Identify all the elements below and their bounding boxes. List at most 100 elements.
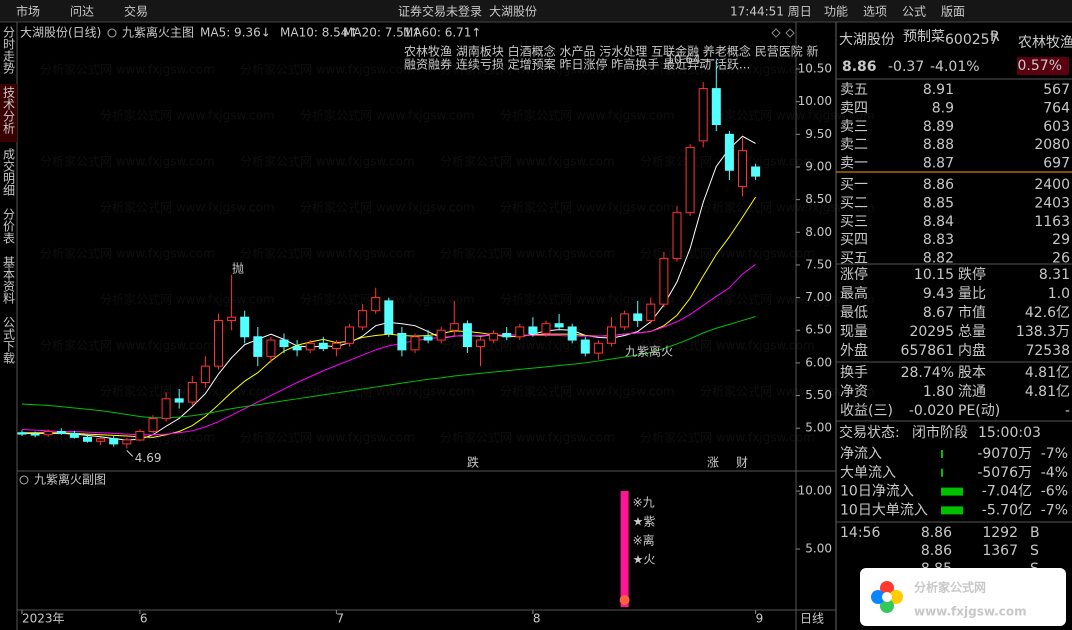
watermark: 分析家公式网 www.fxjgsw.com — [440, 246, 615, 261]
candle-body — [449, 323, 459, 331]
book-price: 8.88 — [923, 137, 954, 153]
watermark: 分析家公式网 www.fxjgsw.com — [440, 62, 615, 77]
annotation: 九紫离火 — [625, 344, 673, 359]
candle-body — [672, 212, 682, 259]
period[interactable]: 日线 — [800, 612, 824, 626]
ma-legend: MA5: 9.36↓ — [200, 26, 271, 40]
logo-name: 分析家公式网 — [914, 580, 986, 595]
candle-body — [489, 333, 499, 341]
candle-body — [161, 398, 171, 419]
indicator-name[interactable]: 九紫离火主图 — [122, 25, 194, 40]
book-volume: 26 — [1052, 251, 1070, 267]
candle-body — [253, 336, 263, 357]
watermark: 分析家公式网 www.fxjgsw.com — [500, 108, 675, 123]
logo-petal — [880, 599, 894, 613]
menu-item[interactable]: 版面 — [941, 5, 965, 19]
active-tab-bg — [0, 84, 17, 142]
candle-body — [305, 342, 315, 351]
tick-side: S — [1030, 543, 1039, 559]
candle-body — [227, 316, 237, 321]
candle-body — [345, 326, 354, 344]
watermark: 分析家公式网 www.fxjgsw.com — [100, 292, 275, 307]
watermark: 分析家公式网 www.fxjgsw.com — [240, 430, 415, 445]
quote-text: 15:00:03 — [978, 425, 1041, 441]
candle-body — [646, 303, 656, 321]
stat-label: 净资 — [840, 384, 868, 400]
bar — [620, 491, 629, 607]
book-label: 买四 — [840, 232, 868, 248]
side-tab[interactable]: 基本资料 — [2, 256, 16, 304]
stat-value: - — [1065, 403, 1070, 419]
quote-text: 600257 — [945, 32, 998, 48]
book-volume: 29 — [1052, 232, 1070, 248]
candle-body — [292, 346, 302, 351]
candle-body — [96, 438, 106, 442]
book-price: 8.83 — [923, 232, 954, 248]
signal-label: ※九 — [633, 496, 655, 510]
watermark: 分析家公式网 www.fxjgsw.com — [700, 200, 875, 215]
candle-body — [738, 150, 747, 188]
flow-pct: -7% — [1041, 446, 1068, 462]
stat-value: 28.74% — [901, 365, 954, 381]
flow-bar — [941, 487, 963, 496]
watermark: 分析家公式网 www.fxjgsw.com — [100, 200, 275, 215]
tags-line-2: 融资融券 连续亏损 定增预案 昨日涨停 昨高换手 最近异动 活跃... — [404, 57, 750, 72]
window-icons[interactable] — [771, 28, 795, 38]
book-price: 8.91 — [923, 82, 954, 98]
side-tab[interactable]: 技术分析 — [2, 86, 16, 135]
watermark: 分析家公式网 www.fxjgsw.com — [440, 154, 615, 169]
candle-body — [554, 323, 564, 328]
book-price: 8.9 — [932, 100, 954, 116]
logo-petal — [880, 581, 894, 595]
book-volume: 2403 — [1034, 195, 1070, 211]
stat-value: 9.43 — [923, 286, 954, 302]
watermark: 分析家公式网 www.fxjgsw.com — [440, 430, 615, 445]
side-tab[interactable]: 分时走势 — [2, 26, 16, 74]
watermark: 分析家公式网 www.fxjgsw.com — [300, 384, 475, 399]
annotation: 跌 — [467, 455, 479, 470]
annotation: 财 — [736, 456, 748, 470]
indicator-icon[interactable] — [107, 28, 117, 38]
watermark: 分析家公式网 www.fxjgsw.com — [40, 338, 215, 353]
high-label: 10.64 — [666, 52, 700, 66]
stat-value: 138.3万 — [1016, 324, 1070, 340]
y-tick-label: 7.50 — [805, 257, 832, 271]
chart-title: 大湖股份(日线) — [20, 25, 101, 40]
watermark: 分析家公式网 www.fxjgsw.com — [40, 246, 215, 261]
candle-body — [266, 339, 276, 357]
book-volume: 1163 — [1034, 214, 1070, 230]
stat-label: 总量 — [958, 324, 986, 340]
menu-item[interactable]: 公式 — [902, 5, 926, 19]
candle-body — [174, 398, 184, 403]
tags-line-1: 农林牧渔 湖南板块 白酒概念 水产品 污水处理 互联金融 养老概念 民营医院 新 — [404, 44, 819, 59]
side-tab[interactable]: 分价表 — [2, 208, 16, 244]
menu-item[interactable]: 市场 — [16, 4, 40, 19]
menu-item[interactable]: 选项 — [863, 5, 887, 19]
book-label: 卖五 — [840, 82, 868, 98]
flow-bar — [941, 468, 943, 477]
y-tick-label: 5.50 — [805, 388, 832, 402]
book-label: 卖一 — [840, 156, 868, 172]
stat-label: 最高 — [840, 285, 868, 302]
flow-pct: -7% — [1041, 502, 1068, 518]
menu-item[interactable]: 交易 — [124, 4, 148, 19]
menu-item[interactable]: 功能 — [824, 5, 848, 19]
candle-body — [502, 333, 512, 338]
tick-price: 8.86 — [921, 543, 952, 559]
book-label: 卖四 — [840, 100, 868, 116]
side-tab[interactable]: 公式下载 — [2, 316, 16, 365]
candle-body — [279, 339, 289, 348]
low-label: 4.69 — [135, 451, 162, 465]
watermark: 分析家公式网 www.fxjgsw.com — [500, 384, 675, 399]
sub-icon[interactable] — [19, 475, 29, 485]
candle-body — [476, 339, 485, 348]
side-tab[interactable]: 成交明细 — [2, 148, 16, 196]
quote-text: 闭市阶段 — [912, 424, 968, 441]
stat-label: 最低 — [840, 305, 868, 321]
book-volume: 603 — [1043, 119, 1070, 135]
low-pointer — [126, 450, 134, 457]
tick-volume: 1367 — [982, 543, 1018, 559]
stat-label: 市值 — [958, 304, 986, 321]
menu-item[interactable]: 问达 — [70, 5, 94, 19]
